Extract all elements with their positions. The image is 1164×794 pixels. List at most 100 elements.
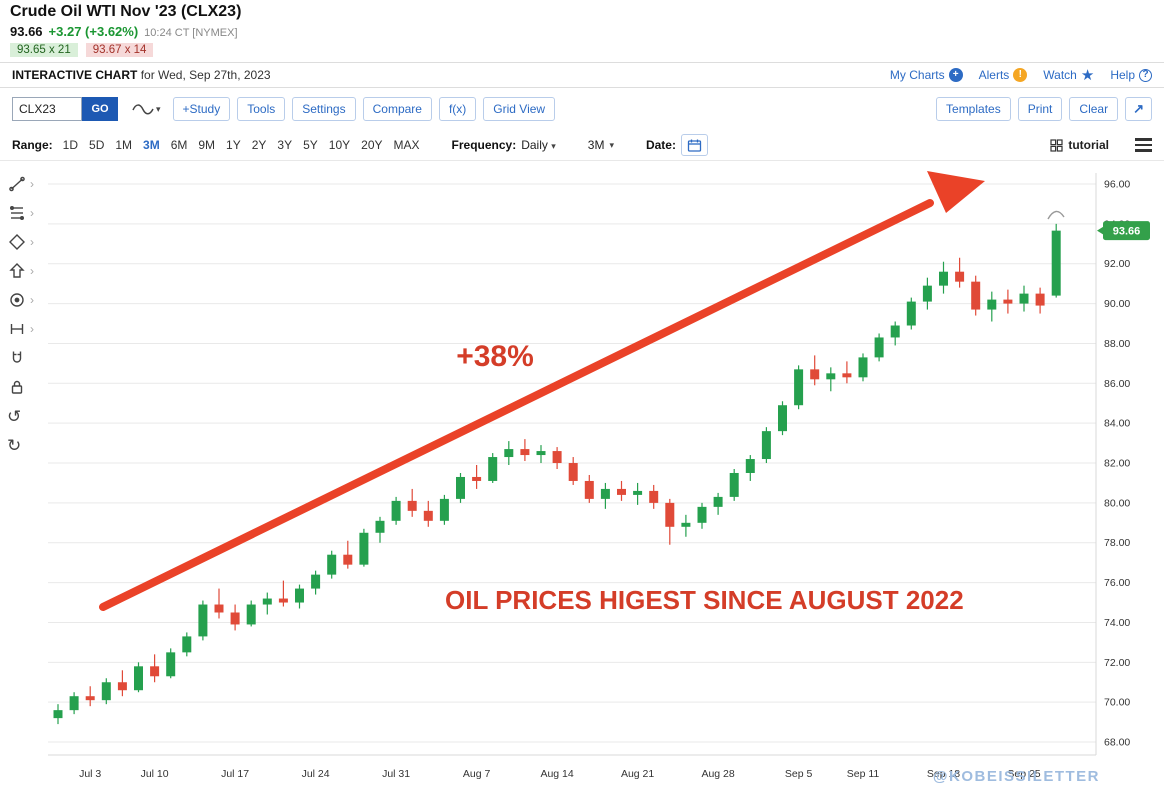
svg-text:Jul 31: Jul 31: [382, 768, 410, 780]
range-option-1m[interactable]: 1M: [115, 138, 133, 152]
headline-annotation: OIL PRICES HIGEST SINCE AUGUST 2022: [445, 585, 964, 615]
latest-candle-marker: [1047, 210, 1065, 220]
redo-button[interactable]: ↻: [7, 435, 34, 455]
trend-arrow: [99, 171, 985, 611]
svg-text:86.00: 86.00: [1104, 378, 1130, 390]
date-picker-button[interactable]: [680, 134, 708, 156]
date-label: Date:: [645, 138, 676, 152]
help-link[interactable]: Help ?: [1110, 68, 1152, 82]
range-option-1y[interactable]: 1Y: [226, 138, 241, 152]
alerts-label: Alerts: [978, 68, 1010, 82]
svg-text:Jul 10: Jul 10: [141, 768, 169, 780]
go-button[interactable]: GO: [82, 97, 118, 121]
gain-annotation: +38%: [456, 340, 534, 373]
my-charts-link[interactable]: My Charts +: [890, 68, 963, 82]
clear-button[interactable]: Clear: [1069, 97, 1119, 121]
my-charts-label: My Charts: [889, 68, 945, 82]
expand-chart-button[interactable]: ↗: [1125, 97, 1152, 121]
alert-icon: !: [1013, 68, 1028, 82]
range-option-1d[interactable]: 1D: [62, 138, 79, 152]
svg-text:74.00: 74.00: [1104, 617, 1130, 629]
trendline-tool[interactable]: ›: [7, 174, 34, 194]
chart-canvas[interactable]: 68.00 70.00 72.00 74.00 76.00 78.00 80.00 82.00…: [0, 161, 1164, 794]
plus-circle-icon: +: [948, 68, 963, 82]
symbol-input[interactable]: [12, 97, 82, 121]
range-option-20y[interactable]: 20Y: [361, 138, 383, 152]
magnet-tool[interactable]: [7, 348, 34, 368]
measure-tool[interactable]: ›: [7, 319, 34, 339]
menu-button[interactable]: [1135, 138, 1152, 152]
quote-time: 10:24 CT [NYMEX]: [144, 27, 238, 39]
range-option-3m[interactable]: 3M: [143, 138, 160, 152]
alerts-link[interactable]: Alerts !: [979, 68, 1028, 82]
range-option-10y[interactable]: 10Y: [328, 138, 351, 152]
lock-icon: [11, 380, 23, 394]
svg-text:Sep 25: Sep 25: [1007, 768, 1040, 780]
watch-link[interactable]: Watch ★: [1043, 66, 1094, 84]
svg-text:70.00: 70.00: [1104, 697, 1130, 709]
chart-region: › › › › ›: [0, 161, 1164, 794]
print-button[interactable]: Print: [1017, 97, 1063, 121]
svg-text:Sep 11: Sep 11: [847, 768, 880, 780]
f-x-button[interactable]: f(x): [438, 97, 477, 121]
y-axis-labels: 68.00 70.00 72.00 74.00 76.00 78.00 80.00 82.00…: [1104, 179, 1130, 749]
settings-button[interactable]: Settings: [292, 97, 356, 121]
chevron-right-icon: ›: [30, 322, 34, 336]
svg-text:Aug 7: Aug 7: [463, 768, 491, 780]
range-label: Range:: [12, 138, 53, 152]
candles: [53, 223, 1061, 725]
svg-text:Aug 14: Aug 14: [540, 768, 573, 780]
header-links: My Charts + Alerts ! Watch ★ Help ?: [890, 66, 1152, 84]
help-label: Help: [1110, 68, 1135, 82]
interactive-chart-bar: INTERACTIVE CHART for Wed, Sep 27th, 202…: [0, 62, 1164, 88]
drawing-toolbar: › › › › ›: [7, 174, 34, 455]
bid-quote: 93.65 x 21: [10, 43, 78, 57]
period-value: 3M: [587, 138, 605, 152]
study-button[interactable]: +Study: [172, 97, 231, 121]
svg-text:Jul 3: Jul 3: [79, 768, 101, 780]
last-price: 93.66: [10, 24, 43, 39]
tutorial-button[interactable]: tutorial: [1050, 138, 1109, 152]
frequency-value: Daily: [521, 138, 548, 152]
compare-button[interactable]: Compare: [362, 97, 432, 121]
svg-text:80.00: 80.00: [1104, 497, 1130, 509]
lock-tool[interactable]: [7, 377, 34, 397]
svg-text:Jul 17: Jul 17: [221, 768, 249, 780]
frequency-dropdown[interactable]: Daily ▾: [521, 138, 556, 152]
range-option-9m[interactable]: 9M: [198, 138, 216, 152]
last-price-badge: 93.66: [1097, 221, 1150, 241]
x-axis-labels: Jul 3 Jul 10 Jul 17 Jul 24 Jul 31 Aug 7 Aug 14…: [79, 768, 1041, 780]
svg-text:Aug 21: Aug 21: [621, 768, 654, 780]
chart-type-dropdown[interactable]: ▾: [127, 102, 166, 116]
range-option-5d[interactable]: 5D: [89, 138, 105, 152]
shapes-tool[interactable]: ›: [7, 232, 34, 252]
tutorial-label: tutorial: [1068, 138, 1109, 152]
range-option-2y[interactable]: 2Y: [251, 138, 267, 152]
star-icon: ★: [1080, 67, 1095, 84]
tools-button[interactable]: Tools: [237, 97, 286, 121]
arrow-tool[interactable]: ›: [7, 261, 34, 281]
chart-toolbar: GO ▾ +StudyToolsSettingsComparef(x)Grid …: [0, 88, 1164, 130]
svg-text:Jul 24: Jul 24: [302, 768, 330, 780]
page-title: Crude Oil WTI Nov '23 (CLX23): [10, 3, 242, 20]
undo-button[interactable]: ↺: [7, 406, 34, 426]
chevron-down-icon: ▾: [609, 139, 614, 150]
chart-date-label: INTERACTIVE CHART for Wed, Sep 27th, 202…: [12, 68, 271, 82]
ask-quote: 93.67 x 14: [85, 43, 154, 57]
fibonacci-tool[interactable]: ›: [7, 203, 34, 223]
toolbar-left-buttons: +Study Tools Settings Compare f(x) Grid View: [172, 97, 556, 121]
period-dropdown[interactable]: 3M ▾: [588, 138, 614, 152]
interactive-chart-label: INTERACTIVE CHART: [12, 68, 138, 82]
grid-view-button[interactable]: Grid View: [483, 97, 556, 121]
diamond-icon: [9, 234, 25, 250]
templates-button[interactable]: Templates: [936, 97, 1011, 121]
annotation-tool[interactable]: ›: [7, 290, 34, 310]
range-option-max[interactable]: MAX: [393, 138, 420, 152]
chevron-right-icon: ›: [30, 206, 34, 220]
range-option-6m[interactable]: 6M: [170, 138, 188, 152]
hamburger-icon: [1135, 138, 1152, 141]
range-option-5y[interactable]: 5Y: [303, 138, 318, 152]
range-options: 1D 5D 1M 3M 6M 9M 1Y 2Y 3Y 5Y 10Y 20Y MAX: [63, 138, 420, 152]
range-option-3y[interactable]: 3Y: [277, 138, 293, 152]
